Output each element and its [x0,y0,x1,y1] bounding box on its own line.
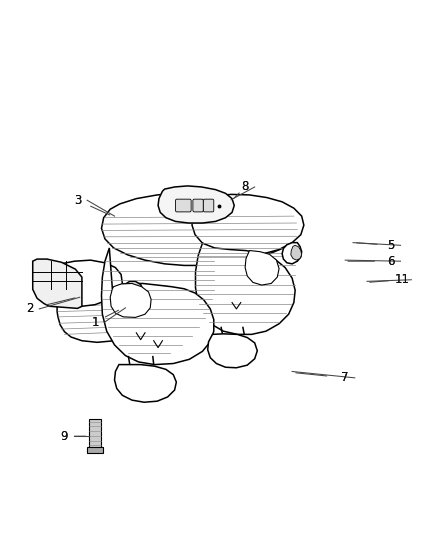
Text: 8: 8 [241,181,249,193]
Polygon shape [125,281,143,297]
Polygon shape [195,243,295,334]
Polygon shape [245,251,279,285]
Polygon shape [57,284,186,342]
Text: 5: 5 [387,239,395,252]
Text: 6: 6 [387,255,395,268]
Polygon shape [33,259,82,309]
FancyBboxPatch shape [193,199,203,212]
Text: 9: 9 [61,430,68,443]
Text: 9: 9 [61,430,68,443]
Polygon shape [158,186,234,223]
FancyBboxPatch shape [203,199,214,212]
Polygon shape [208,334,257,368]
Polygon shape [39,260,122,307]
Text: 2: 2 [26,302,33,316]
Polygon shape [87,447,103,454]
Text: 2: 2 [26,302,33,316]
Text: 3: 3 [74,193,81,207]
Text: 1: 1 [91,316,99,329]
Polygon shape [192,195,304,255]
Text: 3: 3 [74,193,81,207]
Text: 7: 7 [342,372,349,384]
Text: 5: 5 [387,239,395,252]
Text: 11: 11 [394,273,409,286]
Polygon shape [282,243,302,264]
Polygon shape [110,284,151,317]
Text: 8: 8 [241,181,249,193]
Text: 11: 11 [394,273,409,286]
Polygon shape [291,245,302,260]
Text: 1: 1 [91,316,99,329]
Polygon shape [102,193,298,265]
Polygon shape [89,419,101,448]
Polygon shape [115,365,177,402]
FancyBboxPatch shape [176,199,191,212]
Polygon shape [102,248,214,365]
Text: 6: 6 [387,255,395,268]
Text: 7: 7 [342,372,349,384]
